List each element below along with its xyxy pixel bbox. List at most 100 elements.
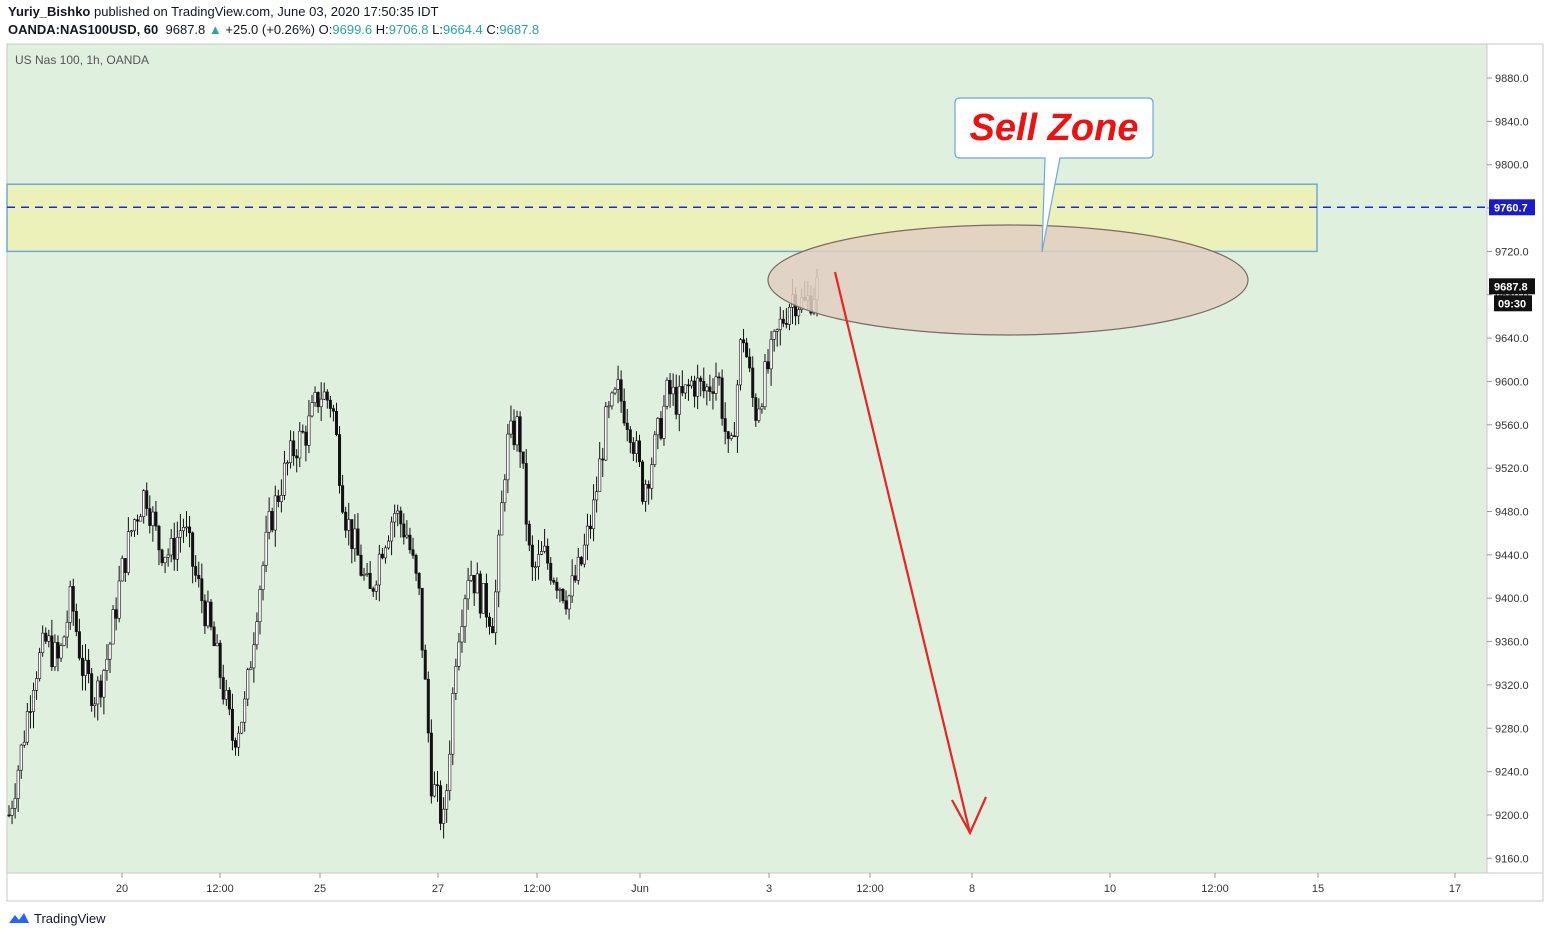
candle-body bbox=[402, 523, 406, 538]
candle-body bbox=[552, 580, 556, 583]
candles bbox=[7, 268, 819, 839]
candle-body bbox=[454, 666, 458, 694]
candle-body bbox=[47, 635, 51, 642]
x-tick-label: 20 bbox=[116, 883, 128, 895]
y-tick-label: 9640.0 bbox=[1495, 333, 1529, 345]
y-tick-label: 9160.0 bbox=[1495, 853, 1529, 865]
sell-zone-callout[interactable] bbox=[954, 97, 1154, 253]
candle-body bbox=[99, 680, 103, 698]
candle-body bbox=[729, 435, 733, 439]
candle-body bbox=[414, 555, 418, 574]
candle-body bbox=[506, 433, 510, 481]
resistance-badge bbox=[1489, 199, 1535, 216]
candle-body bbox=[163, 556, 167, 564]
time-axis[interactable] bbox=[6, 872, 1544, 902]
candle-body bbox=[567, 595, 571, 610]
candle-body bbox=[604, 406, 608, 461]
candle-body bbox=[334, 410, 338, 435]
candle-body bbox=[206, 601, 210, 627]
x-tick-label: 25 bbox=[314, 883, 326, 895]
y-tick-label: 9840.0 bbox=[1495, 116, 1529, 128]
candle-body bbox=[292, 440, 296, 457]
published-text: published on TradingView.com, June 03, 2… bbox=[90, 4, 439, 19]
candle-body bbox=[87, 659, 91, 674]
candle-body bbox=[111, 609, 115, 645]
candle-body bbox=[154, 511, 158, 527]
plot-area[interactable] bbox=[6, 43, 1488, 874]
candle-body bbox=[28, 711, 32, 713]
candle-body bbox=[13, 798, 17, 809]
candle-body bbox=[7, 814, 11, 817]
candle-body bbox=[188, 526, 192, 534]
countdown-label: 09:30 bbox=[1498, 298, 1526, 310]
candle-body bbox=[84, 659, 88, 676]
candle-body bbox=[460, 626, 464, 643]
candle-body bbox=[757, 408, 761, 421]
candle-body bbox=[90, 673, 94, 706]
close-value: 9687.8 bbox=[499, 22, 540, 37]
candle-body bbox=[423, 649, 427, 680]
candle-body bbox=[582, 544, 586, 565]
candle-body bbox=[426, 678, 430, 734]
candle-body bbox=[524, 463, 528, 525]
candle-body bbox=[717, 376, 721, 379]
candle-body bbox=[203, 600, 207, 627]
low-label: L: bbox=[432, 22, 443, 37]
candle-body bbox=[656, 418, 660, 436]
candle-body bbox=[466, 580, 470, 600]
candle-body bbox=[488, 616, 492, 627]
forecast-arrow[interactable] bbox=[833, 271, 972, 834]
candle-body bbox=[472, 574, 476, 594]
candle-body bbox=[726, 431, 730, 439]
candle-body bbox=[784, 323, 788, 325]
publication-line: Yuriy_Bishko published on TradingView.co… bbox=[8, 4, 438, 19]
y-tick-label: 9600.0 bbox=[1495, 376, 1529, 388]
candle-body bbox=[194, 566, 198, 576]
candle-body bbox=[221, 677, 225, 700]
candle-body bbox=[243, 698, 247, 723]
last-price: 9687.8 bbox=[165, 22, 206, 37]
candle-body bbox=[634, 440, 638, 454]
candle-body bbox=[227, 690, 231, 710]
candle-body bbox=[279, 495, 283, 502]
candle-body bbox=[641, 461, 645, 502]
y-tick-label: 9800.0 bbox=[1495, 160, 1529, 172]
candle-body bbox=[484, 583, 488, 618]
candle-body bbox=[62, 636, 66, 646]
candle-body bbox=[622, 400, 626, 424]
high-label: H: bbox=[375, 22, 389, 37]
open-value: 9699.6 bbox=[332, 22, 373, 37]
candle-body bbox=[509, 420, 513, 435]
y-tick-label: 9560.0 bbox=[1495, 420, 1529, 432]
candle-body bbox=[628, 429, 632, 443]
candle-body bbox=[616, 379, 620, 390]
candle-body bbox=[564, 600, 568, 610]
candle-body bbox=[261, 565, 265, 590]
candle-body bbox=[319, 398, 323, 408]
candle-body bbox=[276, 495, 280, 502]
callout-text: Sell Zone bbox=[970, 107, 1139, 149]
candle-body bbox=[536, 554, 540, 568]
candle-body bbox=[723, 418, 727, 432]
tradingview-logo-icon bbox=[9, 913, 29, 923]
y-tick-label: 9880.0 bbox=[1495, 73, 1529, 85]
candle-body bbox=[677, 386, 681, 415]
candle-body bbox=[377, 553, 381, 586]
highlight-ellipse[interactable] bbox=[767, 224, 1249, 336]
candle-body bbox=[56, 642, 60, 659]
candle-body bbox=[338, 434, 342, 486]
candle-body bbox=[344, 511, 348, 531]
footer-brand[interactable]: TradingView bbox=[34, 910, 106, 926]
candle-body bbox=[760, 406, 764, 410]
x-tick-label: 12:00 bbox=[206, 883, 234, 895]
candle-body bbox=[787, 306, 791, 325]
candle-body bbox=[273, 495, 277, 531]
y-tick-label: 9280.0 bbox=[1495, 723, 1529, 735]
candle-body bbox=[665, 379, 669, 407]
candle-body bbox=[475, 573, 479, 594]
candle-body bbox=[662, 405, 666, 439]
author-name[interactable]: Yuriy_Bishko bbox=[8, 4, 91, 19]
candle-body bbox=[527, 523, 531, 546]
candle-body bbox=[546, 545, 550, 564]
